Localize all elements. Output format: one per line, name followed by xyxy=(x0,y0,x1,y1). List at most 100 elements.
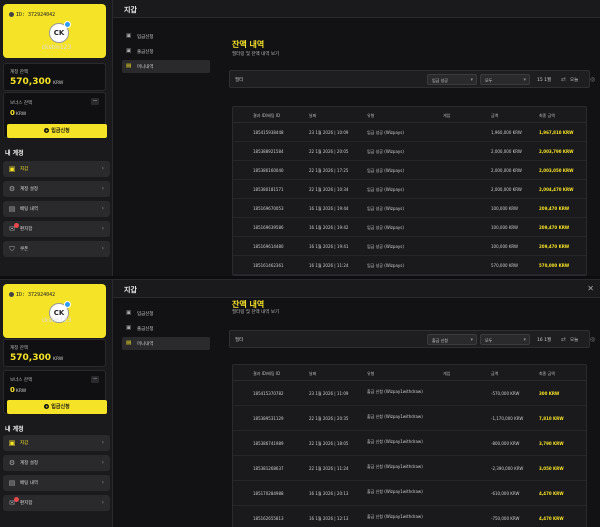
cell-date: 16 1월 2026 | 19:41 xyxy=(309,244,349,249)
table-row: 185381268637 22 1월 2026 | 11:24 출금 신청 (Wiz… xyxy=(233,456,586,481)
cell-type: 출금 신청 (Wizpay1withdraw) xyxy=(367,388,423,394)
subnav-item-2[interactable]: ▤ 머니내역 xyxy=(122,337,210,350)
cell-amount: -750,000 KRW xyxy=(491,516,520,521)
chevron-right-icon: › xyxy=(101,165,104,172)
page-header-title: 지갑 xyxy=(124,286,137,294)
cell-date: 22 1월 2026 | 17:25 xyxy=(309,168,349,173)
sidebar-item-4[interactable]: ⛉ 쿠폰 › xyxy=(3,241,110,257)
deposit-request-button[interactable]: + 입금신청 xyxy=(7,400,107,414)
cell-final: 209,470 KRW xyxy=(539,225,570,230)
money-history-icon: ▤ xyxy=(126,340,132,346)
bonus-balance-value: 0KRW xyxy=(10,109,26,117)
coupon-icon: ⛉ xyxy=(9,245,15,253)
cell-date: 23 1월 2026 | 11:09 xyxy=(309,391,349,396)
sidebar-item-1[interactable]: ⚙ 계정 설정 › xyxy=(3,455,110,471)
subnav-item-label: 머니내역 xyxy=(137,65,154,70)
settings-icon[interactable]: ◎ xyxy=(590,336,596,343)
sidebar-item-2[interactable]: ▤ 배팅 내역 › xyxy=(3,475,110,491)
type-select[interactable]: 입금 성공 ▾ xyxy=(427,74,477,85)
filter-bar: 필터 출금 신청 ▾ 모두 ▾ 16 1월 ⇄ 오늘 ◎ xyxy=(229,330,595,348)
avatar-edit-icon[interactable] xyxy=(64,301,71,308)
cell-type: 입금 성공 (Wizpays) xyxy=(367,149,404,154)
today-button[interactable]: 오늘 xyxy=(570,338,579,343)
collapse-bonus-button[interactable]: − xyxy=(91,97,99,105)
date-range-text[interactable]: 15 1월 xyxy=(537,78,552,83)
table-row: 185386741989 22 1월 2026 | 18:05 출금 신청 (Wiz… xyxy=(233,431,586,456)
range-select[interactable]: 모두 ▾ xyxy=(480,334,530,345)
table-row: 185169639586 16 1월 2026 | 19:42 입금 성공 (Wiz… xyxy=(233,218,586,237)
avatar[interactable]: CK xyxy=(49,301,71,323)
topbar: 지갑 ✕ xyxy=(113,280,600,298)
chevron-right-icon: › xyxy=(101,459,104,466)
type-select[interactable]: 출금 신청 ▾ xyxy=(427,334,477,345)
avatar-edit-icon[interactable] xyxy=(64,21,71,28)
plus-icon: + xyxy=(44,128,50,133)
settings-icon: ⚙ xyxy=(8,459,16,467)
table-row: 185161462361 16 1월 2026 | 11:24 입금 성공 (Wiz… xyxy=(233,256,586,275)
filter-label: 필터 xyxy=(235,78,244,83)
account-balance-value: 570,300 KRW xyxy=(10,353,63,363)
cell-amount: 2,000,000 KRW xyxy=(491,168,522,173)
cell-type: 출금 신청 (Wizpay1withdraw) xyxy=(367,438,423,444)
user-id: ID: 372924042 xyxy=(9,12,55,18)
account-balance-unit: KRW xyxy=(53,357,64,362)
header-col-final: 최종 금액 xyxy=(539,113,555,118)
date-range-text[interactable]: 16 1월 xyxy=(537,338,552,343)
cell-amount: 100,000 KRW xyxy=(491,244,519,249)
avatar[interactable]: CK xyxy=(49,21,71,43)
sidebar-item-0[interactable]: ▣ 지갑 › xyxy=(3,435,110,451)
subnav-item-0[interactable]: ▣ 입금신청 xyxy=(122,307,210,320)
cell-amount: -1,170,000 KRW xyxy=(491,416,524,421)
cell-type: 입금 성공 (Wizpays) xyxy=(367,263,404,268)
my-account-heading: 내 계정 xyxy=(5,426,24,433)
subnav-item-label: 입금신청 xyxy=(137,312,154,317)
user-id: ID: 372924042 xyxy=(9,292,55,298)
withdraw-icon: ▣ xyxy=(126,48,132,54)
subnav-item-label: 머니내역 xyxy=(137,342,154,347)
today-button[interactable]: 오늘 xyxy=(570,78,579,83)
deposit-request-label: 입금신청 xyxy=(51,128,70,134)
bonus-balance-unit: KRW xyxy=(15,112,27,117)
header-col-id: 결과 ID/배팅 ID xyxy=(253,371,281,376)
close-icon[interactable]: ✕ xyxy=(587,284,594,293)
cell-id: 185388921584 xyxy=(253,149,284,154)
balance-history-table: 결과 ID/배팅 ID 날짜 유형 게임 금액 최종 금액 185415370782 23 … xyxy=(232,364,587,527)
collapse-bonus-button[interactable]: − xyxy=(91,375,99,383)
type-select-value: 입금 성공 xyxy=(432,78,448,83)
account-balance-label: 계정 잔액 xyxy=(10,346,28,351)
plus-icon: + xyxy=(44,404,50,409)
bonus-balance-label: 보너스 잔액 xyxy=(10,378,33,383)
avatar-initials: CK xyxy=(53,29,65,37)
chevron-right-icon: › xyxy=(101,439,104,446)
settings-icon[interactable]: ◎ xyxy=(590,76,596,83)
sidebar-item-2[interactable]: ▤ 배팅 내역 › xyxy=(3,201,110,217)
arrows-icon[interactable]: ⇄ xyxy=(561,76,567,83)
sidebar-item-3[interactable]: ✉ 편지함 › xyxy=(3,495,110,511)
arrows-icon[interactable]: ⇄ xyxy=(561,336,567,343)
deposit-request-button[interactable]: + 입금신청 xyxy=(7,124,107,138)
cell-date: 23 1월 2026 | 10:09 xyxy=(309,130,349,135)
cell-final: 4,470 KRW xyxy=(539,516,564,521)
bonus-balance-card: 보너스 잔액 − 0KRW + 입금신청 xyxy=(3,92,107,138)
sidebar-item-label: 지갑 xyxy=(20,167,29,172)
header-col-final: 최종 금액 xyxy=(539,371,555,376)
subnav-item-2[interactable]: ▤ 머니내역 xyxy=(122,60,210,73)
subnav-item-1[interactable]: ▣ 출금신청 xyxy=(122,45,210,58)
sidebar-item-1[interactable]: ⚙ 계정 설정 › xyxy=(3,181,110,197)
table-row: 185389531129 22 1월 2026 | 20:35 출금 신청 (Wiz… xyxy=(233,406,586,431)
cell-amount: -2,390,000 KRW xyxy=(491,466,524,471)
cell-date: 22 1월 2026 | 10:34 xyxy=(309,187,349,192)
cell-final: 2,004,470 KRW xyxy=(539,187,574,192)
table-row: 185170284988 16 1월 2026 | 20:13 출금 신청 (Wiz… xyxy=(233,481,586,506)
bonus-balance-label: 보너스 잔액 xyxy=(10,101,33,106)
cell-date: 22 1월 2026 | 20:35 xyxy=(309,416,349,421)
sidebar-item-0[interactable]: ▣ 지갑 › xyxy=(3,161,110,177)
subnav-item-0[interactable]: ▣ 입금신청 xyxy=(122,30,210,43)
chevron-right-icon: › xyxy=(101,479,104,486)
sidebar-item-3[interactable]: ✉ 편지함 › xyxy=(3,221,110,237)
subnav-item-1[interactable]: ▣ 출금신청 xyxy=(122,322,210,335)
cell-amount: 2,000,000 KRW xyxy=(491,187,522,192)
deposit-icon: ▣ xyxy=(126,310,132,316)
header-col-amount: 금액 xyxy=(491,371,499,376)
range-select[interactable]: 모두 ▾ xyxy=(480,74,530,85)
